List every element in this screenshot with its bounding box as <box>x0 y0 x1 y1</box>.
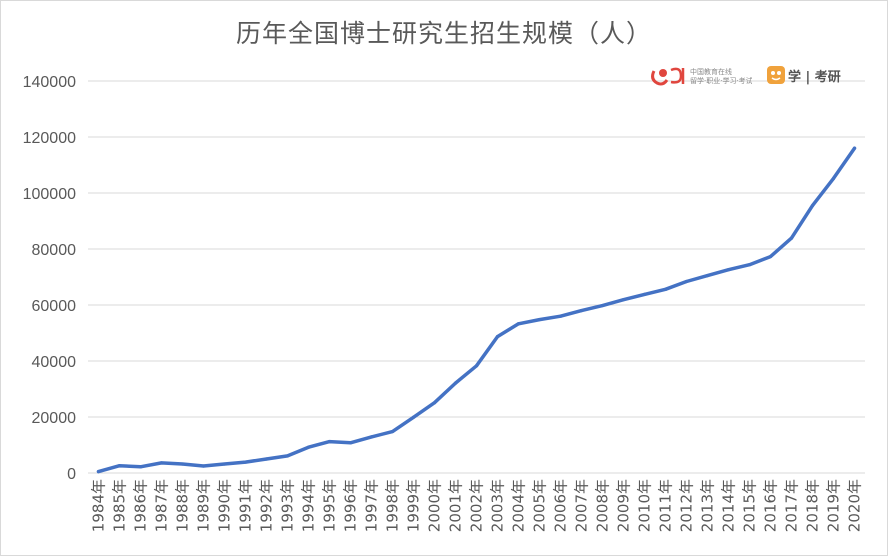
y-tick-label: 60000 <box>32 298 77 315</box>
series-line <box>96 146 857 474</box>
x-tick-label: 2000年 <box>426 479 444 532</box>
data-point <box>831 176 836 181</box>
data-point <box>243 460 248 464</box>
data-point <box>180 462 185 466</box>
data-point <box>138 465 143 469</box>
data-point <box>411 415 416 419</box>
series-layer <box>96 146 857 474</box>
x-tick-label: 2016年 <box>762 479 780 532</box>
data-point <box>600 303 605 308</box>
x-tick-label: 2004年 <box>510 479 528 532</box>
x-tick-label: 2009年 <box>615 479 633 532</box>
x-tick-label: 2020年 <box>846 479 864 532</box>
x-tick-label: 2008年 <box>594 479 612 532</box>
data-point <box>558 314 563 318</box>
gridlines <box>88 80 865 474</box>
x-tick-label: 1992年 <box>258 479 276 532</box>
x-tick-label: 1990年 <box>216 479 234 532</box>
y-tick-label: 140000 <box>23 74 76 91</box>
x-tick-label: 1994年 <box>300 479 318 532</box>
x-tick-label: 1985年 <box>111 479 129 532</box>
data-point <box>264 457 269 461</box>
data-point <box>810 204 815 208</box>
x-tick-label: 1997年 <box>363 479 381 532</box>
data-point <box>495 335 500 339</box>
logo-text: 学 | 考研 <box>788 69 841 85</box>
x-tick-label: 1996年 <box>342 479 360 532</box>
y-tick-label: 120000 <box>23 130 76 147</box>
data-point <box>705 274 710 278</box>
chart-title: 历年全国博士研究生招生规模（人） <box>235 19 652 48</box>
data-point <box>369 435 374 439</box>
x-tick-label: 2002年 <box>468 479 486 532</box>
data-point <box>432 401 437 405</box>
data-point <box>747 263 752 267</box>
logo-caption-top: 中国教育在线 <box>690 67 732 76</box>
x-tick-label: 1999年 <box>405 479 423 532</box>
x-tick-label: 1984年 <box>90 479 108 532</box>
data-point <box>642 292 647 296</box>
data-point <box>327 440 332 444</box>
x-tick-label: 2014年 <box>720 479 738 532</box>
y-tick-label: 0 <box>67 466 76 483</box>
x-tick-label: 2010年 <box>636 479 654 532</box>
x-tick-label: 1987年 <box>153 479 171 532</box>
data-point <box>453 381 458 385</box>
x-tick-label: 2013年 <box>699 479 717 532</box>
data-point <box>684 279 689 284</box>
data-point <box>579 309 584 313</box>
data-point <box>852 146 857 150</box>
x-tick-label: 2019年 <box>825 479 843 532</box>
data-point <box>348 441 353 445</box>
data-point <box>96 470 101 474</box>
data-point <box>222 462 227 466</box>
data-point <box>663 287 668 291</box>
x-tick-label: 2001年 <box>447 479 465 532</box>
data-point <box>621 298 626 302</box>
y-tick-label: 100000 <box>23 186 76 203</box>
data-point <box>306 445 311 449</box>
x-tick-label: 1988年 <box>174 479 192 532</box>
x-tick-label: 1986年 <box>132 479 150 532</box>
y-tick-label: 80000 <box>32 242 77 259</box>
data-point <box>390 429 395 434</box>
x-tick-label: 1995年 <box>321 479 339 532</box>
x-tick-label: 1998年 <box>384 479 402 532</box>
x-tick-label: 1991年 <box>237 479 255 532</box>
x-tick-label: 2015年 <box>741 479 759 532</box>
x-tick-label: 2007年 <box>573 479 591 532</box>
x-tick-label: 1993年 <box>279 479 297 532</box>
x-tick-label: 2006年 <box>552 479 570 532</box>
data-point <box>201 464 206 468</box>
logo-caption-bottom: 留学·职业·学习·考试 <box>690 76 752 85</box>
x-tick-label: 2005年 <box>531 479 549 532</box>
data-point <box>537 317 542 322</box>
kaoyan-logo: 学 | 考研 <box>767 66 841 85</box>
x-tick-label: 2012年 <box>678 479 696 532</box>
eol-logo: 中国教育在线 留学·职业·学习·考试 <box>651 67 752 86</box>
data-point <box>789 236 794 240</box>
x-tick-label: 2018年 <box>804 479 822 532</box>
x-tick-label: 2017年 <box>783 479 801 532</box>
data-point <box>768 254 773 259</box>
data-point <box>516 322 521 326</box>
x-tick-label: 2003年 <box>489 479 507 532</box>
y-axis-labels: 0 20000 40000 60000 80000 100000 120000 140000 <box>23 74 76 483</box>
y-tick-label: 40000 <box>32 354 77 371</box>
data-point <box>117 464 122 468</box>
x-tick-label: 2011年 <box>657 479 675 532</box>
data-point <box>285 454 290 458</box>
y-tick-label: 20000 <box>32 410 77 427</box>
data-point <box>474 364 479 368</box>
data-point <box>159 461 164 465</box>
data-point <box>726 268 731 272</box>
x-axis-labels: 1984年 1985年 1986年 1987年 1988年 1989年 1990年 1991年… <box>90 479 864 532</box>
x-tick-label: 1989年 <box>195 479 213 532</box>
